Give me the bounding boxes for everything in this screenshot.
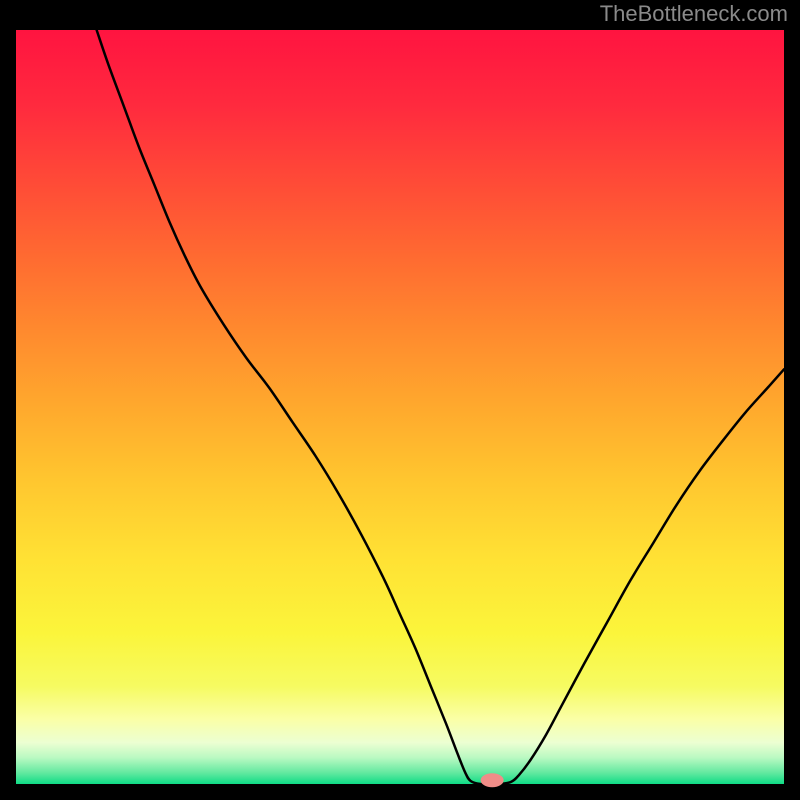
bottleneck-chart: TheBottleneck.com bbox=[0, 0, 800, 800]
optimum-marker bbox=[481, 774, 503, 787]
chart-svg: TheBottleneck.com bbox=[0, 0, 800, 800]
chart-plot-area bbox=[16, 30, 784, 784]
watermark-text: TheBottleneck.com bbox=[600, 1, 788, 26]
